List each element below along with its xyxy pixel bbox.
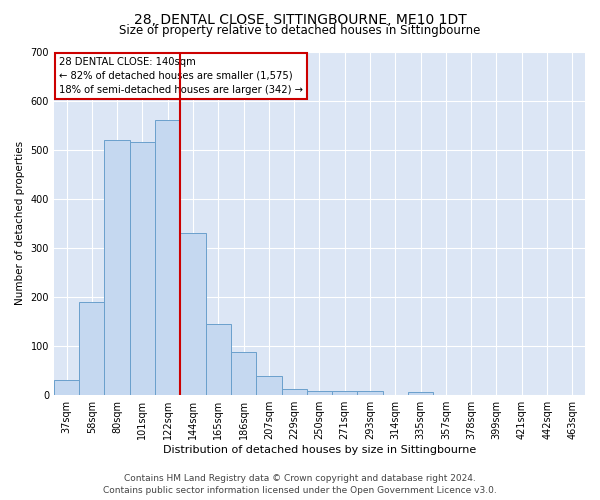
Bar [54, 380, 79, 395]
Y-axis label: Number of detached properties: Number of detached properties [15, 142, 25, 306]
Bar [130, 142, 155, 395]
Bar [104, 140, 130, 395]
Bar [256, 376, 281, 395]
Text: 28 DENTAL CLOSE: 140sqm
← 82% of detached houses are smaller (1,575)
18% of semi: 28 DENTAL CLOSE: 140sqm ← 82% of detache… [59, 56, 303, 94]
Text: 28, DENTAL CLOSE, SITTINGBOURNE, ME10 1DT: 28, DENTAL CLOSE, SITTINGBOURNE, ME10 1D… [134, 12, 466, 26]
Bar [231, 352, 256, 395]
Bar [206, 324, 231, 395]
X-axis label: Distribution of detached houses by size in Sittingbourne: Distribution of detached houses by size … [163, 445, 476, 455]
Bar [408, 392, 433, 395]
Bar [332, 392, 358, 395]
Bar [155, 120, 181, 395]
Bar [307, 392, 332, 395]
Bar [358, 392, 383, 395]
Text: Size of property relative to detached houses in Sittingbourne: Size of property relative to detached ho… [119, 24, 481, 37]
Bar [79, 302, 104, 395]
Bar [281, 390, 307, 395]
Text: Contains HM Land Registry data © Crown copyright and database right 2024.
Contai: Contains HM Land Registry data © Crown c… [103, 474, 497, 495]
Bar [181, 233, 206, 395]
